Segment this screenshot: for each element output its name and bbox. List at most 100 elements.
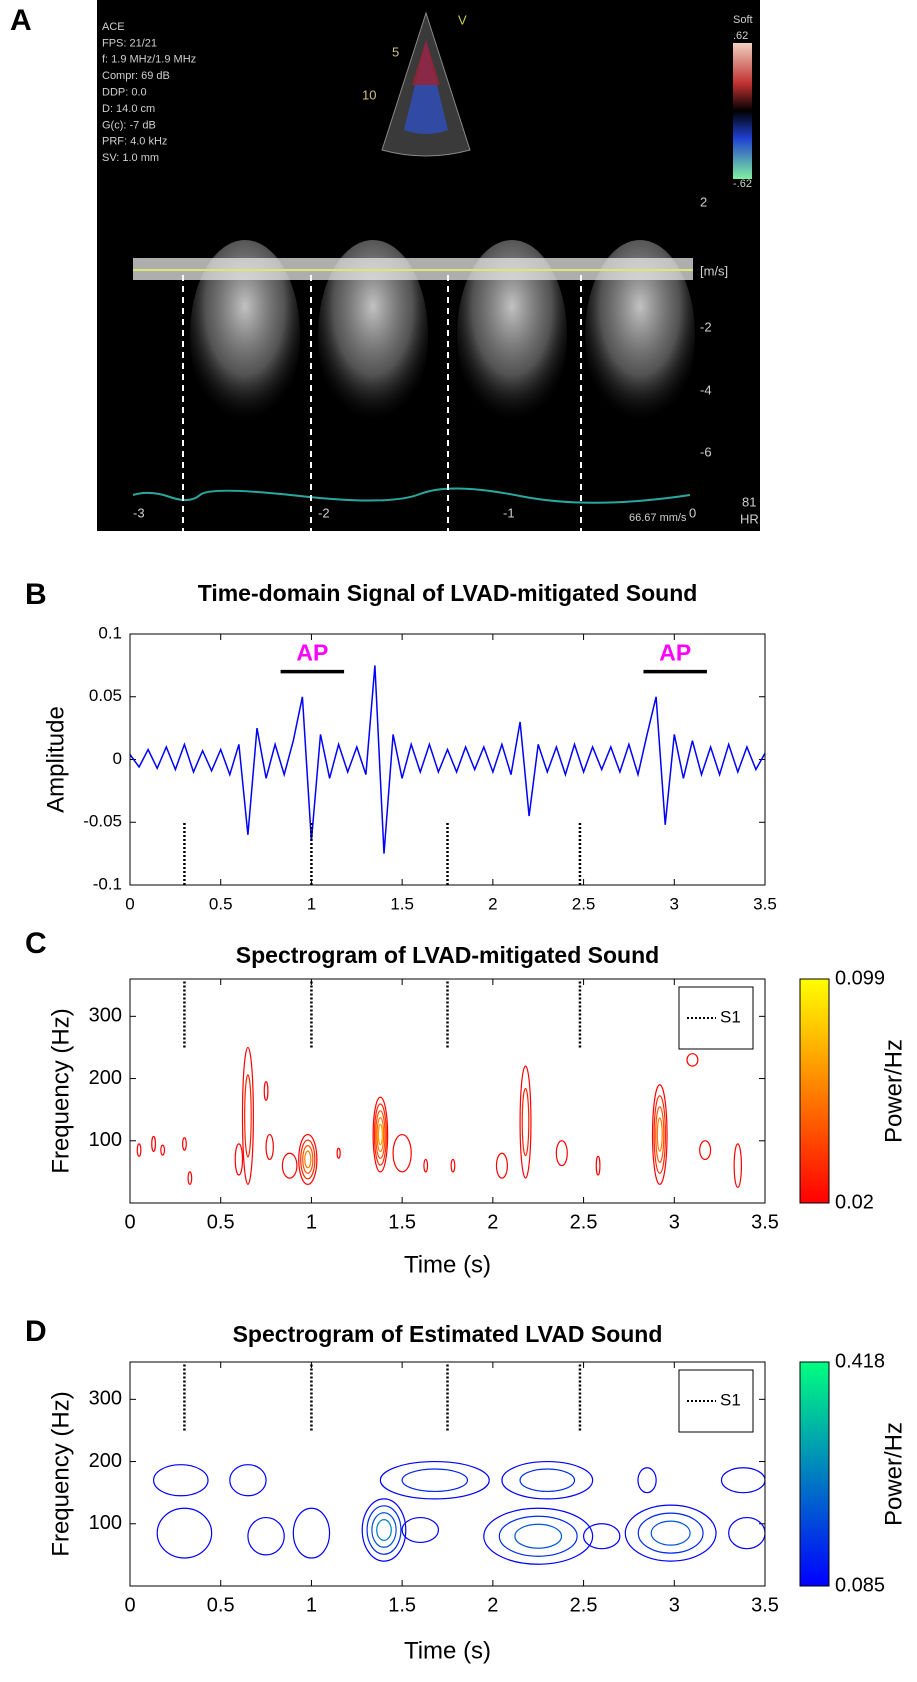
flow-envelope (190, 240, 300, 430)
plot-frame (129, 978, 766, 1204)
colorbar-tick-label: 0.085 (835, 1574, 885, 1596)
annotation-label: AP (296, 640, 328, 666)
contour-line (156, 1507, 213, 1559)
contour-line (160, 1144, 166, 1156)
contour-line (653, 1095, 667, 1174)
time-label: 0 (689, 505, 696, 520)
scan-parameter: D: 14.0 cm (102, 103, 155, 115)
time-label: -2 (318, 505, 330, 520)
contour-line (637, 1467, 657, 1494)
x-tick-label: 2 (488, 894, 497, 913)
x-tick-label: 3.5 (753, 894, 777, 913)
contour-line (495, 1152, 508, 1179)
color-scale-label: Soft (733, 14, 753, 26)
velocity-label: -4 (700, 382, 712, 397)
color-doppler (404, 40, 448, 134)
contour-line (498, 1515, 578, 1557)
ecg-trace (132, 487, 691, 504)
contour-line (366, 1505, 402, 1555)
scan-parameter: Compr: 69 dB (102, 70, 170, 82)
x-tick-label: 2.5 (572, 894, 596, 913)
contour-line (371, 1512, 397, 1548)
sector-depth-label: 10 (362, 87, 376, 102)
y-tick-label: -0.05 (83, 812, 122, 831)
doppler-spectrum (132, 240, 695, 531)
y-tick-label: 300 (89, 1005, 122, 1027)
contour-line (401, 1516, 440, 1544)
y-axis-label: Amplitude (42, 706, 69, 813)
x-tick-label: 2.5 (570, 1594, 598, 1616)
contour-line (555, 1140, 568, 1167)
y-tick-label: 100 (89, 1129, 122, 1151)
contour-line (733, 1143, 743, 1189)
contour-line (401, 1468, 469, 1493)
scan-parameter: PRF: 4.0 kHz (102, 136, 167, 148)
contour-line (392, 1133, 412, 1173)
scan-parameter: f: 1.9 MHz/1.9 MHz (102, 54, 196, 66)
x-tick-label: 1 (306, 1594, 317, 1616)
scan-parameter: ACE (102, 21, 125, 33)
heart-rate-label: HR (740, 511, 759, 526)
chart-title: Spectrogram of Estimated LVAD Sound (233, 1321, 663, 1347)
contour-line (151, 1135, 156, 1152)
x-tick-label: 3 (670, 894, 679, 913)
chart-title: Spectrogram of LVAD-mitigated Sound (236, 942, 659, 968)
heart-rate: 81 (742, 494, 756, 509)
x-tick-label: 1.5 (388, 1594, 416, 1616)
colorbar-tick-label: 0.02 (835, 1191, 874, 1213)
contour-line (423, 1158, 429, 1173)
velocity-color-bar (733, 43, 752, 179)
plot-area (130, 1362, 765, 1586)
panel-letter: B (25, 578, 47, 611)
plot-area (130, 979, 765, 1203)
annotation-label: AP (659, 640, 691, 666)
y-tick-label: 0 (113, 749, 122, 768)
x-tick-label: 0.5 (207, 1594, 235, 1616)
x-tick-label: 0 (125, 894, 134, 913)
flow-envelope (585, 240, 695, 430)
contour-line (372, 1096, 389, 1173)
colorbar (799, 978, 830, 1204)
y-axis-label: Frequency (Hz) (47, 1008, 74, 1173)
x-axis-label: Time (s) (404, 1637, 491, 1664)
ultrasound-panel (97, 0, 760, 531)
x-tick-label: 0.5 (209, 894, 233, 913)
contour-line (514, 1523, 563, 1549)
x-tick-label: 3 (669, 1594, 680, 1616)
contour-line (651, 1084, 668, 1185)
sector-depth-label: V (458, 12, 467, 27)
contour-line (136, 1143, 142, 1157)
panel-letter: A (10, 4, 32, 37)
contour-line (281, 1152, 298, 1179)
contour-line (656, 1117, 663, 1152)
contour-line (241, 1046, 254, 1185)
contour-line (501, 1460, 594, 1500)
contour-line (300, 1139, 316, 1180)
contour-line (263, 1081, 269, 1101)
contour-line (699, 1140, 712, 1161)
sector-depth-label: 5 (392, 44, 399, 59)
velocity-label: -2 (700, 319, 712, 334)
contour-line (187, 1171, 193, 1185)
chart-title: Time-domain Signal of LVAD-mitigated Sou… (198, 580, 698, 606)
plot-frame (129, 633, 766, 886)
x-tick-label: 1.5 (388, 1211, 416, 1233)
color-scale-label: -.62 (733, 178, 752, 190)
colorbar (799, 1361, 830, 1587)
y-tick-label: 200 (89, 1450, 122, 1472)
contour-line (450, 1158, 456, 1173)
contour-line (379, 1460, 490, 1500)
contour-line (686, 1053, 699, 1067)
contour-line (582, 1523, 621, 1550)
velocity-label: -6 (700, 444, 712, 459)
contour-line (234, 1143, 244, 1176)
contour-line (650, 1520, 691, 1546)
x-tick-label: 2 (487, 1211, 498, 1233)
x-tick-label: 3 (669, 1211, 680, 1233)
contour-line (519, 1065, 532, 1179)
contour-line (247, 1516, 285, 1556)
x-tick-label: 3.5 (751, 1594, 779, 1616)
x-tick-label: 0.5 (207, 1211, 235, 1233)
flow-envelope (318, 240, 428, 430)
contour-line (336, 1147, 341, 1159)
